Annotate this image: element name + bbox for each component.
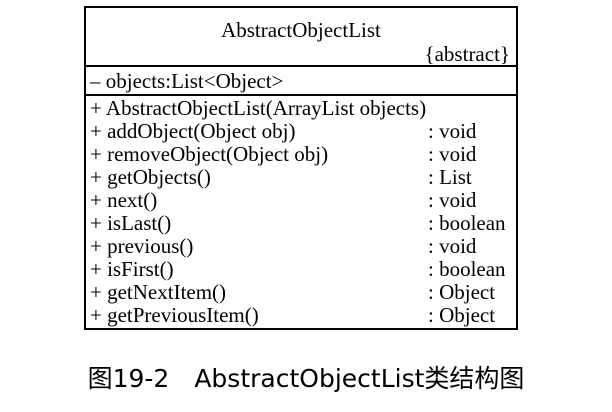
operation-row: + previous() : void bbox=[90, 235, 516, 258]
operation-row: + isFirst() : boolean bbox=[90, 258, 516, 281]
operation-signature: + isFirst() bbox=[90, 257, 174, 281]
operation-return-type: : boolean bbox=[428, 211, 506, 235]
operation-signature: + AbstractObjectList(ArrayList objects) bbox=[90, 96, 427, 120]
uml-class-box: AbstractObjectList {abstract} – objects:… bbox=[84, 6, 518, 330]
figure-caption: 图19-2 AbstractObjectList类结构图 bbox=[87, 364, 525, 393]
class-name-section: AbstractObjectList {abstract} bbox=[86, 8, 516, 67]
attributes-section: – objects:List<Object> bbox=[86, 67, 516, 96]
operation-signature: + addObject(Object obj) bbox=[90, 119, 296, 143]
operation-signature: + previous() bbox=[90, 234, 194, 258]
operation-row: + isLast() : boolean bbox=[90, 212, 516, 235]
operation-row: + getObjects() : List bbox=[90, 166, 516, 189]
operation-row: + addObject(Object obj) : void bbox=[90, 120, 516, 143]
class-stereotype: {abstract} bbox=[424, 42, 510, 66]
operation-signature: + isLast() bbox=[90, 211, 172, 235]
operation-row: + getNextItem() : Object bbox=[90, 281, 516, 304]
class-name: AbstractObjectList bbox=[221, 18, 381, 42]
attribute-objects: – objects:List<Object> bbox=[90, 69, 284, 93]
operation-signature: + next() bbox=[90, 188, 158, 212]
operation-return-type: : Object bbox=[428, 280, 496, 304]
operation-row: + next() : void bbox=[90, 189, 516, 212]
operation-return-type: : void bbox=[428, 142, 477, 166]
operation-signature: + getPreviousItem() bbox=[90, 303, 259, 327]
operation-return-type: : void bbox=[428, 234, 477, 258]
operation-return-type: : List bbox=[428, 165, 472, 189]
operations-section: + AbstractObjectList(ArrayList objects) … bbox=[86, 96, 516, 327]
operation-row: + removeObject(Object obj) : void bbox=[90, 143, 516, 166]
operation-return-type: : void bbox=[428, 119, 477, 143]
operation-return-type: : boolean bbox=[428, 257, 506, 281]
operation-signature: + getObjects() bbox=[90, 165, 211, 189]
operation-signature: + getNextItem() bbox=[90, 280, 227, 304]
operation-return-type: : Object bbox=[428, 303, 496, 327]
operation-signature: + removeObject(Object obj) bbox=[90, 142, 329, 166]
operation-row: + AbstractObjectList(ArrayList objects) bbox=[90, 97, 516, 120]
operation-return-type: : void bbox=[428, 188, 477, 212]
operation-row: + getPreviousItem() : Object bbox=[90, 304, 516, 327]
